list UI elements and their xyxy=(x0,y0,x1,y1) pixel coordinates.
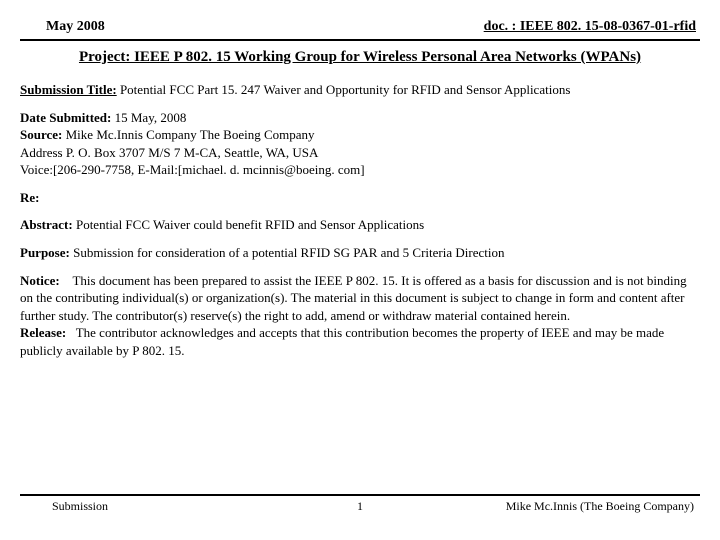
footer-page-number: 1 xyxy=(357,498,363,514)
abstract-block: Abstract: Potential FCC Waiver could ben… xyxy=(20,216,700,234)
re-label: Re: xyxy=(20,190,40,205)
submission-title-value: Potential FCC Part 15. 247 Waiver and Op… xyxy=(120,82,570,97)
re-block: Re: xyxy=(20,189,700,207)
submission-title-label: Submission Title: xyxy=(20,82,117,97)
release-label: Release: xyxy=(20,325,66,340)
date-submitted-value: 15 May, 2008 xyxy=(115,110,187,125)
footer: Submission 1 Mike Mc.Innis (The Boeing C… xyxy=(20,494,700,514)
source-line: Source: Mike Mc.Innis Company The Boeing… xyxy=(20,126,700,144)
header-docref: doc. : IEEE 802. 15-08-0367-01-rfid xyxy=(484,18,696,37)
notice-label: Notice: xyxy=(20,273,60,288)
abstract-value: Potential FCC Waiver could benefit RFID … xyxy=(76,217,424,232)
notice-release-block: Notice: This document has been prepared … xyxy=(20,272,700,360)
date-submitted-label: Date Submitted: xyxy=(20,110,111,125)
source-value: Mike Mc.Innis Company The Boeing Company xyxy=(66,127,315,142)
address-line: Address P. O. Box 3707 M/S 7 M-CA, Seatt… xyxy=(20,144,700,162)
voice-line: Voice:[206-290-7758, E-Mail:[michael. d.… xyxy=(20,161,700,179)
purpose-block: Purpose: Submission for consideration of… xyxy=(20,244,700,262)
meta-block: Date Submitted: 15 May, 2008 Source: Mik… xyxy=(20,109,700,179)
date-submitted-line: Date Submitted: 15 May, 2008 xyxy=(20,109,700,127)
header-date: May 2008 xyxy=(46,18,105,37)
purpose-value: Submission for consideration of a potent… xyxy=(73,245,504,260)
notice-value: This document has been prepared to assis… xyxy=(20,273,687,323)
page: May 2008 doc. : IEEE 802. 15-08-0367-01-… xyxy=(0,0,720,540)
footer-right: Mike Mc.Innis (The Boeing Company) xyxy=(506,498,694,514)
purpose-label: Purpose: xyxy=(20,245,70,260)
footer-left: Submission xyxy=(52,498,108,514)
abstract-label: Abstract: xyxy=(20,217,73,232)
project-title: Project: IEEE P 802. 15 Working Group fo… xyxy=(20,47,700,67)
release-value: The contributor acknowledges and accepts… xyxy=(20,325,664,358)
header-row: May 2008 doc. : IEEE 802. 15-08-0367-01-… xyxy=(20,18,700,41)
submission-title-block: Submission Title: Potential FCC Part 15.… xyxy=(20,81,700,99)
source-label: Source: xyxy=(20,127,62,142)
